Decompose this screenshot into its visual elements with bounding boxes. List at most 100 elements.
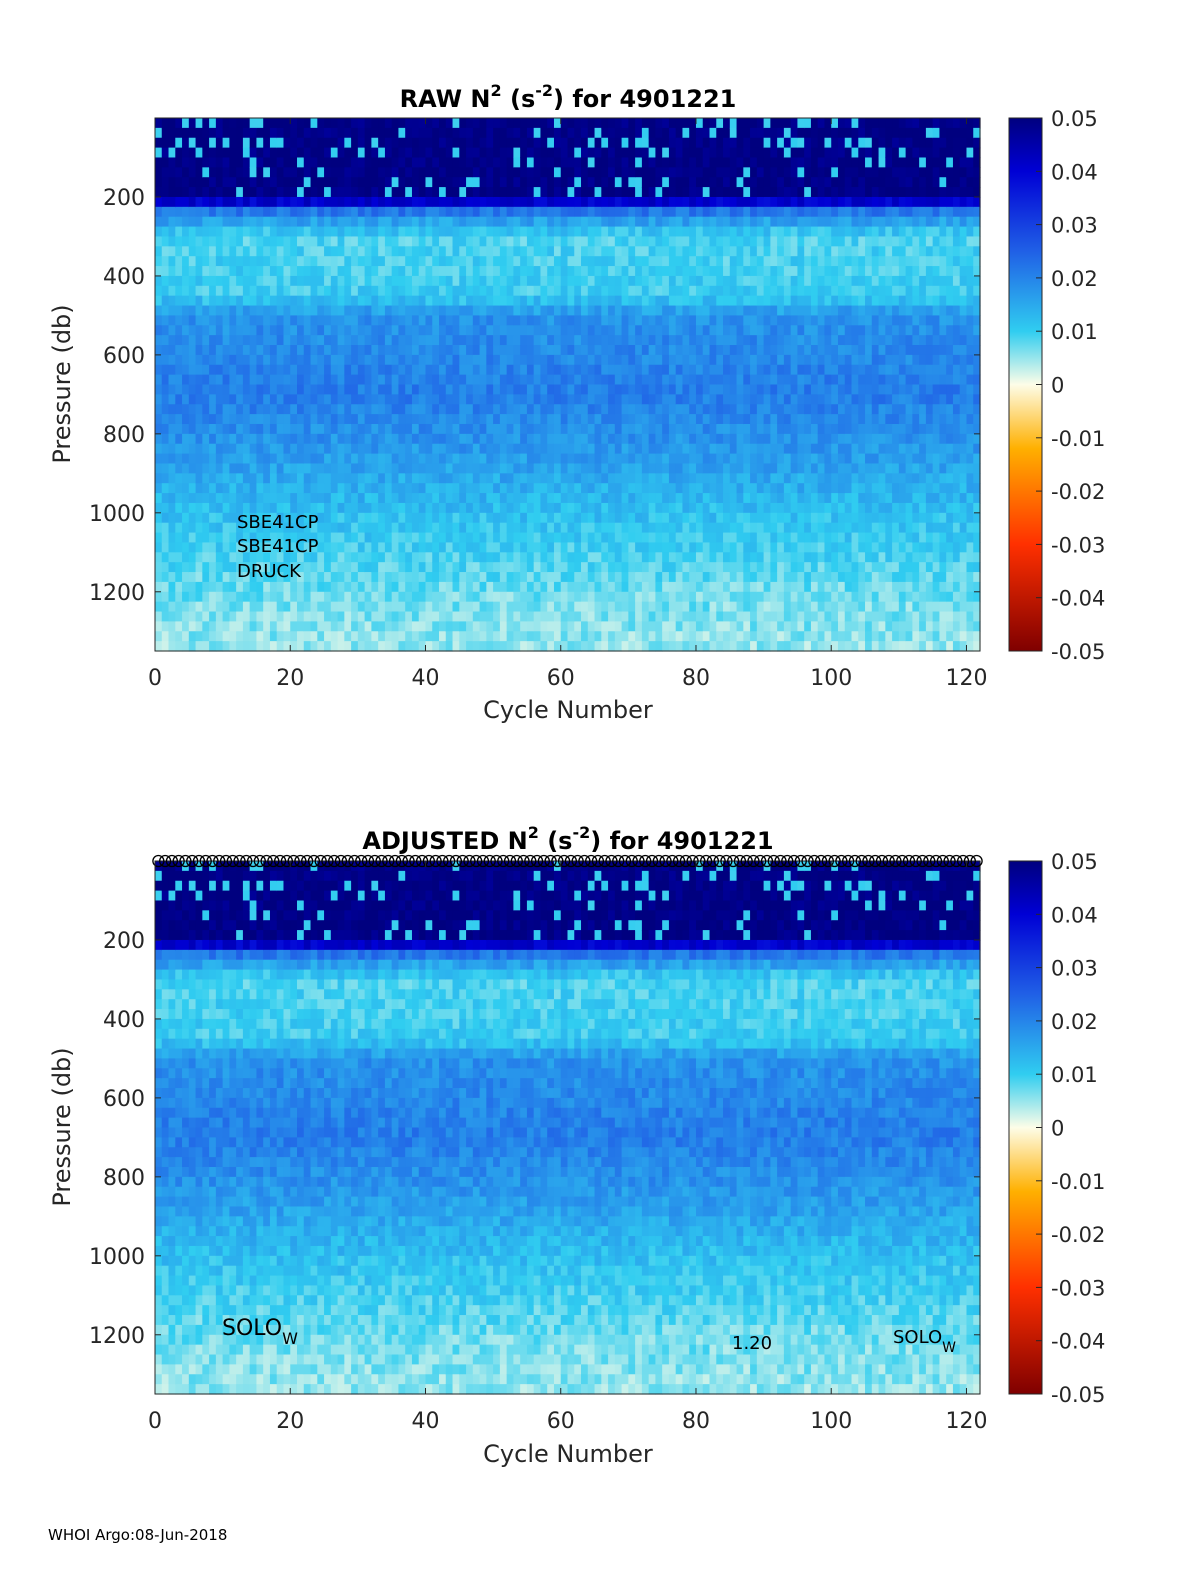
heatmap-cell	[297, 601, 305, 613]
heatmap-cell	[614, 433, 623, 445]
heatmap-cell	[614, 315, 623, 326]
heatmap-cell	[648, 621, 657, 632]
heatmap-cell	[499, 443, 508, 455]
heatmap-cell	[459, 493, 467, 504]
heatmap-cell	[547, 453, 555, 465]
heatmap-cell	[675, 414, 684, 425]
heatmap-cell	[601, 453, 609, 465]
heatmap-cell	[256, 196, 264, 208]
heatmap-cell	[263, 473, 271, 484]
heatmap-cell	[445, 611, 454, 622]
heatmap-cell	[655, 177, 663, 188]
heatmap-cell	[635, 552, 643, 563]
heatmap-cell	[587, 275, 596, 287]
heatmap-cell	[432, 473, 440, 484]
heatmap-cell	[357, 374, 366, 386]
heatmap-cell	[479, 394, 487, 405]
heatmap-cell	[168, 295, 176, 307]
heatmap-cell	[594, 581, 602, 593]
heatmap-cell	[209, 226, 217, 238]
heatmap-cell	[608, 275, 616, 287]
heatmap-cell	[175, 335, 183, 346]
heatmap-cell	[188, 325, 197, 336]
heatmap-cell	[344, 206, 352, 218]
heatmap-cell	[215, 275, 224, 287]
heatmap-cell	[641, 315, 650, 326]
heatmap-cell	[182, 463, 190, 474]
heatmap-cell	[506, 315, 514, 326]
heatmap-cell	[682, 433, 690, 445]
heatmap-cell	[641, 118, 650, 129]
heatmap-cell	[222, 246, 230, 257]
heatmap-cell	[337, 562, 345, 573]
heatmap-cell	[770, 433, 778, 445]
heatmap-cell	[493, 374, 501, 386]
heatmap-cell	[459, 641, 467, 652]
heatmap-cell	[182, 641, 190, 652]
heatmap-cell	[168, 473, 176, 484]
heatmap-cell	[729, 266, 738, 277]
heatmap-cell	[337, 266, 345, 277]
heatmap-cell	[384, 542, 393, 553]
heatmap-cell	[750, 631, 758, 642]
heatmap-cell	[756, 591, 765, 603]
heatmap-cell	[317, 473, 325, 484]
heatmap-cell	[553, 196, 562, 208]
heatmap-cell	[594, 414, 602, 425]
heatmap-cell	[384, 295, 393, 307]
heatmap-cell	[662, 562, 670, 573]
heatmap-cell	[723, 325, 731, 336]
heatmap-cell	[743, 157, 751, 168]
heatmap-cell	[290, 266, 298, 277]
heatmap-cell	[168, 433, 176, 445]
heatmap-cell	[608, 325, 616, 336]
heatmap-cell	[182, 611, 190, 622]
heatmap-cell	[425, 118, 433, 129]
heatmap-cell	[425, 137, 433, 149]
heatmap-cell	[351, 354, 359, 366]
heatmap-cell	[756, 246, 765, 257]
heatmap-cell	[249, 206, 258, 218]
heatmap-cell	[290, 364, 298, 376]
heatmap-cell	[729, 522, 738, 534]
heatmap-cell	[682, 295, 690, 307]
heatmap-cell	[587, 285, 596, 297]
heatmap-cell	[263, 364, 271, 376]
heatmap-cell	[439, 443, 447, 455]
heatmap-cell	[249, 127, 258, 139]
heatmap-cell	[675, 157, 684, 168]
heatmap-cell	[526, 325, 535, 336]
heatmap-cell	[425, 453, 433, 465]
raw-panel: RAW N2 (s-2) for 4901221 0 20 40 60 80 100 120…	[48, 81, 1105, 724]
heatmap-cell	[269, 335, 278, 346]
heatmap-cell	[209, 581, 217, 593]
heatmap-cell	[337, 256, 345, 267]
heatmap-cell	[567, 374, 575, 386]
heatmap-cell	[770, 315, 778, 326]
heatmap-cell	[371, 463, 379, 474]
heatmap-cell	[398, 552, 406, 563]
heatmap-cell	[662, 621, 670, 632]
heatmap-cell	[493, 354, 501, 366]
heatmap-cell	[317, 591, 325, 603]
heatmap-cell	[533, 631, 542, 642]
heatmap-cell	[709, 631, 717, 642]
heatmap-cell	[621, 572, 629, 583]
heatmap-cell	[506, 216, 514, 228]
heatmap-cell	[479, 542, 487, 553]
heatmap-cell	[533, 542, 542, 553]
heatmap-cell	[723, 167, 731, 178]
heatmap-cell	[452, 542, 460, 553]
heatmap-cell	[648, 423, 657, 435]
heatmap-cell	[756, 177, 765, 188]
heatmap-cell	[574, 256, 582, 267]
heatmap-cell	[378, 315, 386, 326]
heatmap-cell	[459, 572, 467, 583]
heatmap-cell	[614, 641, 623, 652]
heatmap-cell	[236, 473, 244, 484]
heatmap-cell	[750, 394, 758, 405]
heatmap-cell	[750, 216, 758, 228]
heatmap-cell	[283, 315, 291, 326]
heatmap-cell	[756, 512, 765, 524]
heatmap-cell	[310, 512, 318, 524]
